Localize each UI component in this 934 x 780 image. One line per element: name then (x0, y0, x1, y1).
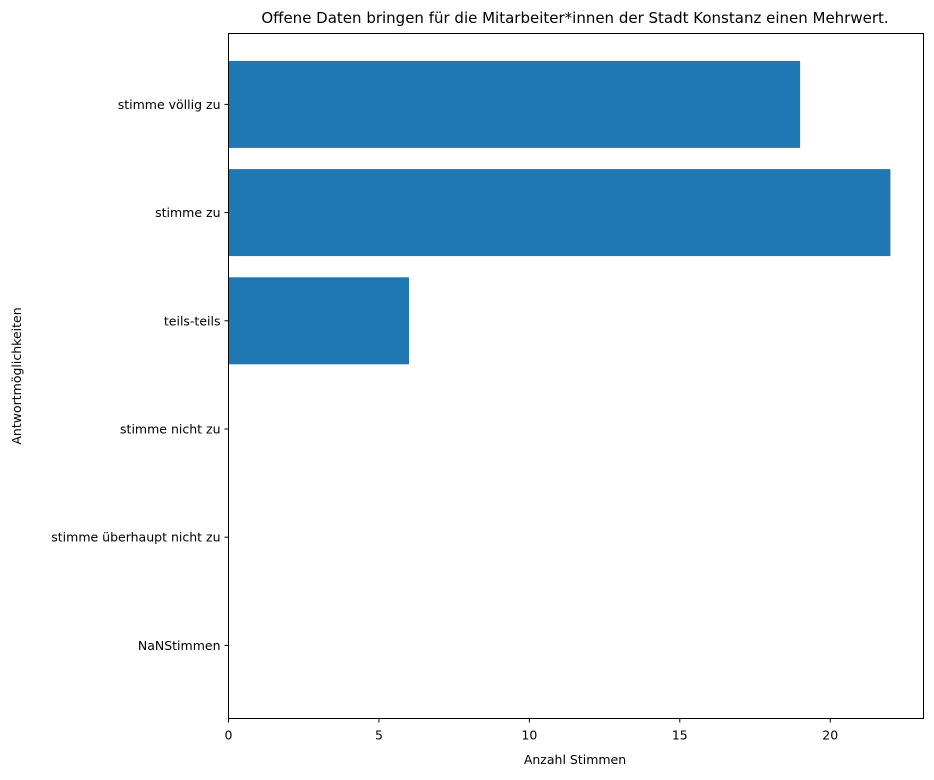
x-tick-label: 15 (672, 728, 688, 743)
y-tick-label: stimme zu (155, 205, 220, 220)
x-axis-label: Anzahl Stimmen (524, 752, 626, 767)
x-tick-label: 20 (822, 728, 838, 743)
chart-title: Offene Daten bringen für die Mitarbeiter… (261, 9, 888, 27)
y-tick-label: stimme überhaupt nicht zu (51, 530, 220, 545)
bars-layer (228, 60, 891, 365)
x-tick-label: 5 (375, 728, 383, 743)
bar-1 (228, 60, 801, 148)
y-tick-label: teils-teils (164, 313, 221, 328)
plot-area-frame (228, 33, 924, 719)
x-tick-label: 10 (521, 728, 537, 743)
y-tick-label: stimme nicht zu (120, 422, 220, 437)
y-tick-label: NaNStimmen (138, 638, 221, 653)
x-axis-ticks: 0 5 10 15 20 (225, 718, 838, 743)
bar-2 (228, 169, 891, 257)
y-tick-label: stimme völlig zu (118, 97, 221, 112)
y-axis-ticks: stimme völlig zu stimme zu teils-teils stim… (51, 97, 229, 653)
bar-3 (228, 277, 410, 365)
x-tick-label: 0 (225, 728, 233, 743)
y-axis-label: Antwortmöglichkeiten (9, 307, 24, 444)
